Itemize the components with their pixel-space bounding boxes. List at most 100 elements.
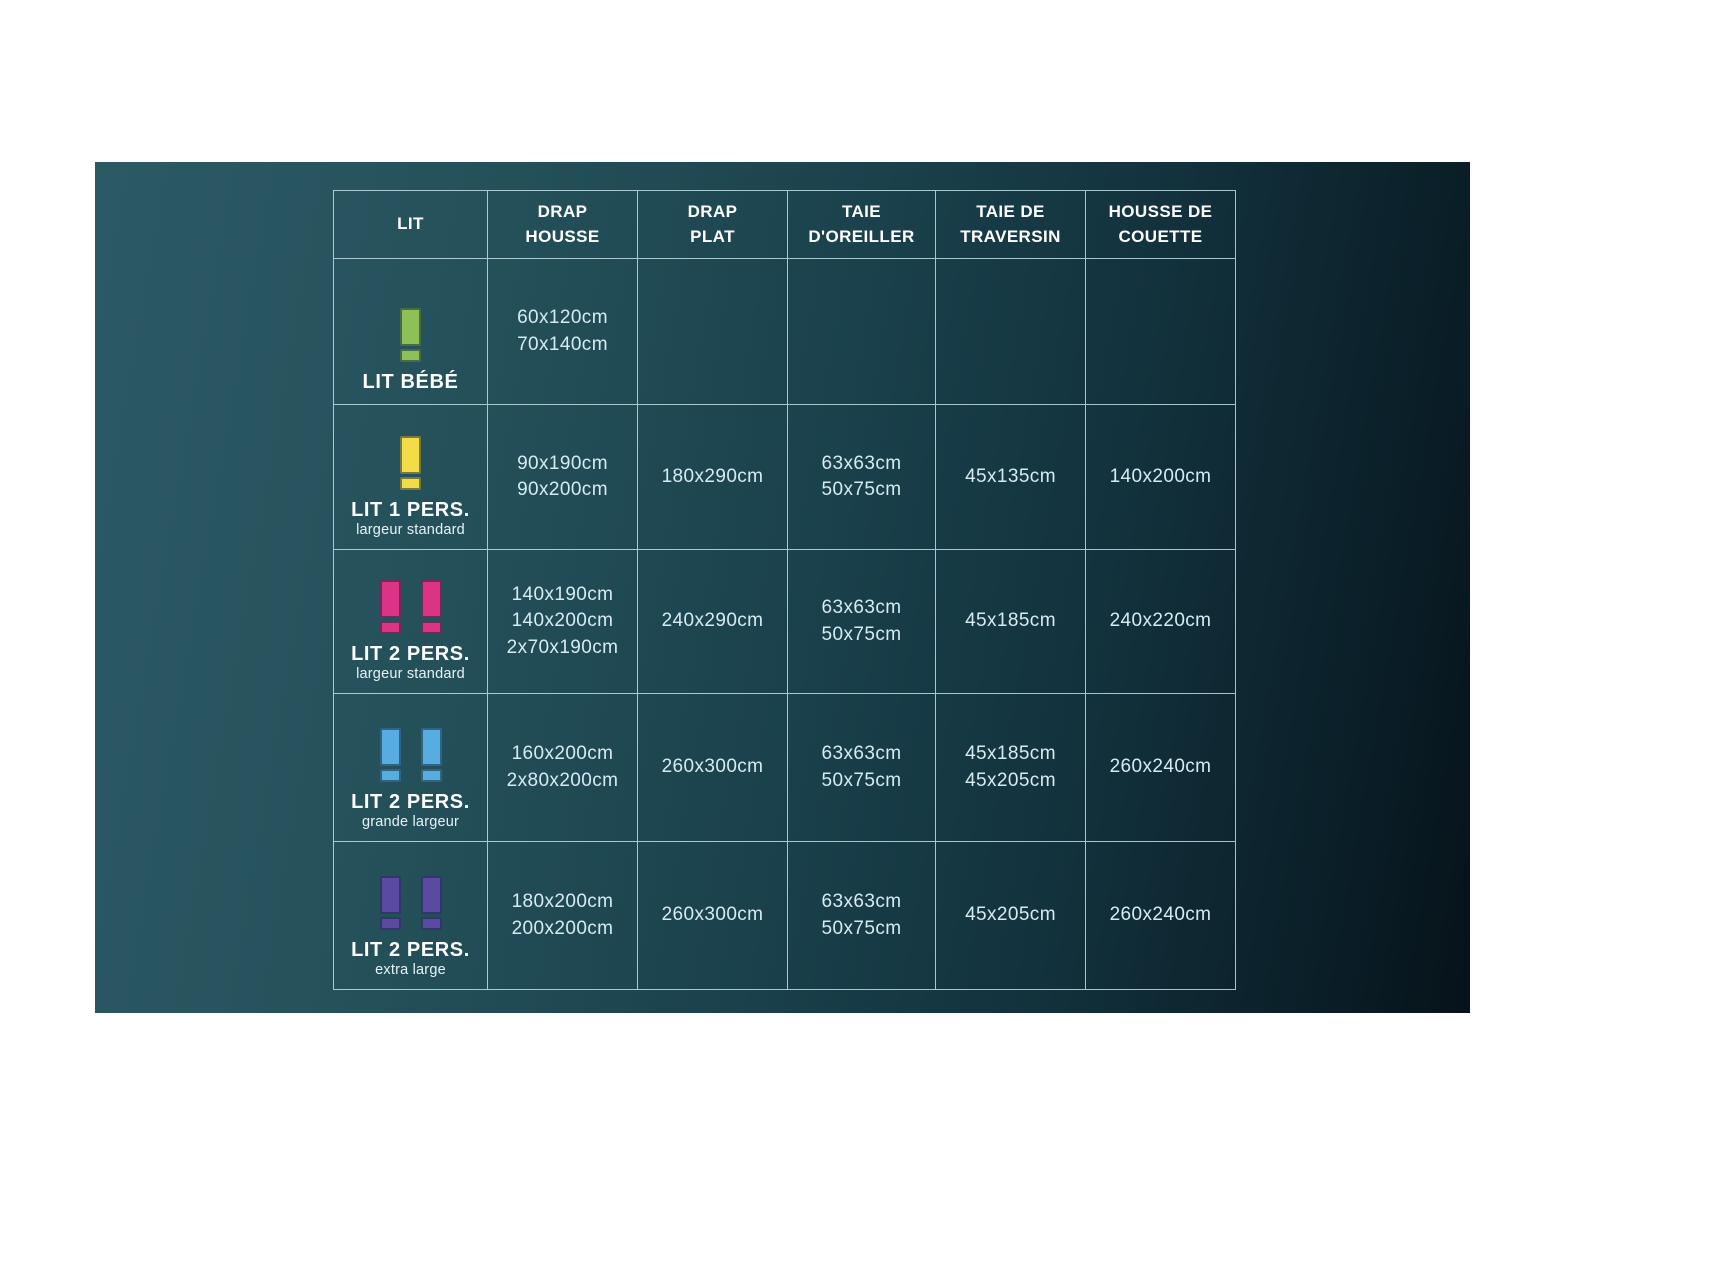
bed-icon-group (400, 435, 421, 490)
size-chart-table: LIT DRAP HOUSSE DRAP PLAT TAIE D'OREILLE… (333, 190, 1236, 990)
bed-icon-foot-bar (400, 476, 421, 490)
bed-icon-mattress (379, 727, 401, 766)
bed-icon-foot-bar (379, 620, 401, 634)
size-cell-text: 260x240cm (1109, 756, 1212, 778)
size-cell: 90x190cm 90x200cm (487, 404, 637, 549)
bed-cell: LIT 2 PERS. extra large (333, 841, 487, 989)
bed-label: LIT 2 PERS. (351, 938, 470, 961)
size-cell: 240x220cm (1085, 549, 1235, 693)
header-label: HOUSSE DE COUETTE (1108, 201, 1213, 246)
bed-label: LIT 2 PERS. (351, 790, 470, 813)
bed-icon-mattress (420, 875, 442, 914)
size-cell: 45x185cm 45x205cm (935, 693, 1085, 841)
header-cell-lit: LIT (333, 190, 487, 258)
header-cell-housse-couette: HOUSSE DE COUETTE (1085, 190, 1235, 258)
size-cell-text: 260x240cm (1109, 904, 1212, 926)
bed-icon (379, 875, 401, 930)
size-cell-text: 180x290cm (661, 465, 764, 487)
size-cell: 160x200cm 2x80x200cm (487, 693, 637, 841)
size-cell: 45x205cm (935, 841, 1085, 989)
bed-icon (420, 727, 442, 782)
size-cell: 63x63cm 50x75cm (787, 841, 935, 989)
bed-cell: LIT 2 PERS. largeur standard (333, 549, 487, 693)
bed-label: LIT 2 PERS. (351, 642, 470, 665)
size-cell: 140x190cm 140x200cm 2x70x190cm (487, 549, 637, 693)
bed-icon-mattress (400, 308, 421, 346)
bed-icon (379, 727, 401, 782)
header-cell-taie-traversin: TAIE DE TRAVERSIN (935, 190, 1085, 258)
size-cell-text: 90x190cm 90x200cm (517, 452, 608, 500)
size-cell: 180x200cm 200x200cm (487, 841, 637, 989)
bed-sublabel: extra large (375, 961, 446, 978)
bed-icon (400, 435, 421, 490)
bed-icon-mattress (400, 435, 421, 474)
bed-label: LIT 1 PERS. (351, 498, 470, 521)
bed-icon (400, 308, 421, 362)
bed-sublabel: largeur standard (356, 665, 465, 682)
bed-sublabel: grande largeur (361, 813, 460, 830)
size-cell-text: 63x63cm 50x75cm (821, 452, 902, 500)
size-cell: 63x63cm 50x75cm (787, 693, 935, 841)
bed-icon-foot-bar (400, 349, 421, 362)
bed-cell: LIT 1 PERS. largeur standard (333, 404, 487, 549)
bed-icon-foot-bar (420, 768, 442, 782)
bed-icon-foot-bar (379, 916, 401, 930)
size-cell-text: 260x300cm (661, 904, 764, 926)
size-cell: 140x200cm (1085, 404, 1235, 549)
size-cell: 63x63cm 50x75cm (787, 549, 935, 693)
size-cell-text: 45x135cm (965, 465, 1056, 487)
bed-sublabel: largeur standard (356, 521, 465, 538)
bed-icon-mattress (420, 579, 442, 618)
size-cell-text: 240x290cm (661, 610, 764, 632)
bed-icon-foot-bar (420, 620, 442, 634)
size-cell-text: 45x185cm 45x205cm (965, 743, 1056, 791)
size-cell-text: 63x63cm 50x75cm (821, 597, 902, 645)
header-label: TAIE DE TRAVERSIN (960, 201, 1061, 246)
size-cell: 45x185cm (935, 549, 1085, 693)
size-cell (637, 258, 787, 404)
size-cell-text: 140x190cm 140x200cm 2x70x190cm (506, 584, 619, 658)
bed-icon-group (379, 875, 442, 930)
size-cell-text: 60x120cm 70x140cm (517, 307, 608, 355)
gradient-panel: LIT DRAP HOUSSE DRAP PLAT TAIE D'OREILLE… (95, 162, 1470, 1013)
size-cell-text: 260x300cm (661, 756, 764, 778)
size-cell: 260x240cm (1085, 841, 1235, 989)
size-cell-text: 180x200cm 200x200cm (511, 891, 614, 939)
size-cell: 60x120cm 70x140cm (487, 258, 637, 404)
bed-icon-foot-bar (379, 768, 401, 782)
size-cell (935, 258, 1085, 404)
header-label: DRAP PLAT (687, 201, 738, 246)
bed-icon-group (379, 579, 442, 634)
size-cell-text: 140x200cm (1109, 465, 1212, 487)
size-cell-text: 45x205cm (965, 904, 1056, 926)
size-cell: 63x63cm 50x75cm (787, 404, 935, 549)
bed-icon (420, 579, 442, 634)
bed-cell: LIT 2 PERS. grande largeur (333, 693, 487, 841)
size-cell-text: 45x185cm (965, 610, 1056, 632)
bed-icon (379, 579, 401, 634)
size-cell-text: 160x200cm 2x80x200cm (506, 743, 619, 791)
size-cell: 240x290cm (637, 549, 787, 693)
bed-icon-group (400, 308, 421, 362)
size-cell: 45x135cm (935, 404, 1085, 549)
header-label: DRAP HOUSSE (525, 201, 600, 246)
bed-icon-mattress (379, 875, 401, 914)
size-cell-text: 63x63cm 50x75cm (821, 743, 902, 791)
size-cell (1085, 258, 1235, 404)
size-cell: 260x300cm (637, 693, 787, 841)
size-cell: 260x240cm (1085, 693, 1235, 841)
header-label: LIT (397, 214, 424, 234)
bed-icon-mattress (379, 579, 401, 618)
size-cell (787, 258, 935, 404)
bed-label: LIT BÉBÉ (362, 371, 459, 393)
size-cell-text: 63x63cm 50x75cm (821, 891, 902, 939)
bed-icon-mattress (420, 727, 442, 766)
header-cell-drap-plat: DRAP PLAT (637, 190, 787, 258)
header-cell-taie-oreiller: TAIE D'OREILLER (787, 190, 935, 258)
bed-icon-foot-bar (420, 916, 442, 930)
header-label: TAIE D'OREILLER (808, 201, 915, 246)
size-cell-text: 240x220cm (1109, 610, 1212, 632)
bed-cell: LIT BÉBÉ (333, 258, 487, 404)
size-cell: 260x300cm (637, 841, 787, 989)
